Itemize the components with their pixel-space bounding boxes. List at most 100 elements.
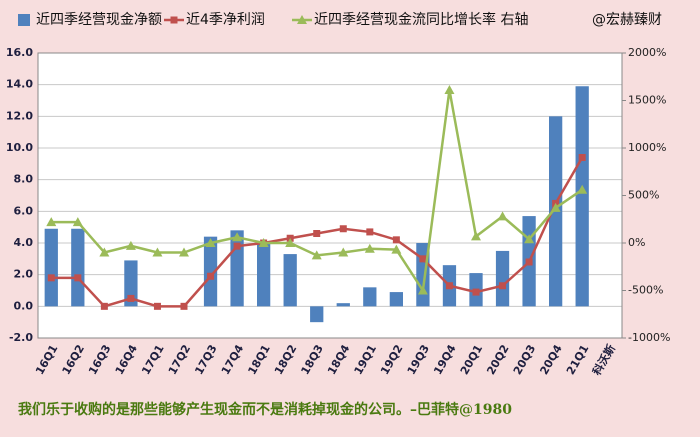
x-tick-label: 19Q2: [378, 343, 405, 377]
line-marker: [125, 240, 136, 250]
x-tick-label: 17Q3: [192, 343, 219, 377]
line-marker: [47, 274, 55, 282]
x-tick-label: 18Q3: [299, 343, 326, 377]
line-marker: [179, 247, 189, 257]
line-marker: [338, 247, 349, 257]
line-marker: [233, 242, 241, 250]
x-tick-label: 20Q3: [511, 343, 538, 377]
y-tick-label: 12.0: [6, 109, 33, 122]
line-marker: [366, 228, 374, 236]
legend-marker: [170, 16, 178, 24]
y-tick-label: 16.0: [6, 46, 33, 59]
line-marker: [180, 302, 188, 310]
bar: [283, 254, 297, 307]
bar: [71, 228, 85, 307]
line-marker: [578, 154, 586, 161]
line-marker: [46, 217, 57, 227]
line-marker: [313, 230, 321, 237]
bar: [44, 228, 58, 307]
y-tick-label: 14.0: [6, 78, 33, 91]
line-marker: [525, 258, 533, 266]
x-tick-label: 19Q4: [431, 342, 459, 377]
line-marker: [74, 274, 82, 282]
y-tick-label: 10.0: [6, 141, 33, 154]
x-tick-label: 17Q4: [219, 342, 247, 377]
footer: 我们乐于收购的是那些能够产生现金而不是消耗掉现金的公司。–巴菲特@1980: [18, 401, 512, 418]
line-marker: [311, 250, 322, 260]
y2-tick-label: 0%: [628, 236, 645, 249]
source-note: @宏赫臻财: [592, 12, 662, 28]
line-marker: [205, 238, 216, 247]
bar: [363, 287, 377, 307]
line-marker: [207, 272, 215, 280]
y-tick-label: 6.0: [14, 204, 34, 217]
line-marker: [445, 282, 453, 290]
line-marker: [419, 255, 427, 263]
x-tick-label: 18Q2: [272, 343, 299, 377]
y2-tick-label: -500%: [628, 284, 663, 297]
line-marker: [364, 243, 375, 253]
y2-tick-label: 1000%: [628, 141, 666, 154]
line-marker: [72, 217, 83, 227]
x-tick-label: 20Q4: [537, 342, 565, 377]
y-tick-label: 8.0: [14, 173, 34, 186]
plot-border: [37, 52, 623, 339]
line-marker: [550, 202, 561, 212]
bar: [203, 236, 218, 307]
line-marker: [99, 247, 110, 257]
line-marker: [444, 85, 455, 95]
y-tick-label: -2.0: [9, 331, 33, 344]
x-tick-label: 16Q1: [33, 343, 60, 377]
bar: [495, 250, 510, 307]
x-tick-label: 18Q4: [325, 342, 353, 377]
y2-tick-label: 2000%: [628, 46, 666, 59]
legend-label: 近四季经营现金净额: [36, 12, 162, 28]
line-marker: [391, 244, 402, 254]
y-tick-label: 4.0: [14, 236, 34, 249]
bar: [257, 241, 271, 307]
line-marker: [127, 294, 135, 302]
bar: [310, 306, 324, 323]
line-marker: [472, 288, 480, 296]
y2-tick-label: 1500%: [628, 94, 666, 107]
x-tick-label: 18Q1: [245, 343, 272, 377]
y-tick-label: 2.0: [14, 268, 34, 281]
line-marker: [339, 225, 347, 233]
legend-marker: [297, 15, 307, 24]
x-tick-label: 16Q2: [60, 343, 87, 377]
legend-label: 近四季经营现金流同比增长率 右轴: [314, 11, 528, 28]
x-tick-label: 19Q1: [352, 343, 379, 377]
line-marker: [471, 231, 481, 241]
line-marker: [524, 234, 535, 244]
bar: [336, 303, 350, 307]
x-tick-label: 16Q4: [113, 342, 141, 377]
y2-tick-label: -1000%: [628, 331, 670, 344]
line-marker: [577, 184, 588, 194]
bar: [124, 260, 138, 307]
x-tick-label: 21Q1: [564, 343, 591, 377]
line-marker: [153, 302, 161, 310]
line-marker: [497, 211, 508, 221]
y-tick-label: 0.0: [14, 299, 34, 312]
y2-tick-label: 500%: [628, 189, 659, 202]
bar: [389, 292, 403, 307]
x-tick-label: 20Q2: [484, 342, 511, 376]
x-tick-label: 19Q3: [405, 343, 432, 377]
line-marker: [258, 238, 269, 247]
x-tick-label: 科沃斯: [589, 342, 618, 378]
bar: [230, 230, 244, 307]
line-marker: [232, 232, 243, 242]
line-marker: [285, 238, 296, 247]
x-tick-label: 16Q3: [86, 343, 113, 377]
legend-label: 近4季净利润: [186, 12, 265, 28]
x-tick-label: 17Q1: [139, 343, 166, 377]
line-marker: [392, 236, 400, 244]
legend-swatch: [18, 14, 30, 26]
line-marker: [100, 302, 108, 310]
x-tick-label: 20Q1: [458, 343, 485, 377]
bar: [575, 86, 589, 307]
line-marker: [499, 282, 507, 290]
x-tick-label: 17Q2: [166, 343, 193, 377]
line-marker: [152, 247, 163, 257]
